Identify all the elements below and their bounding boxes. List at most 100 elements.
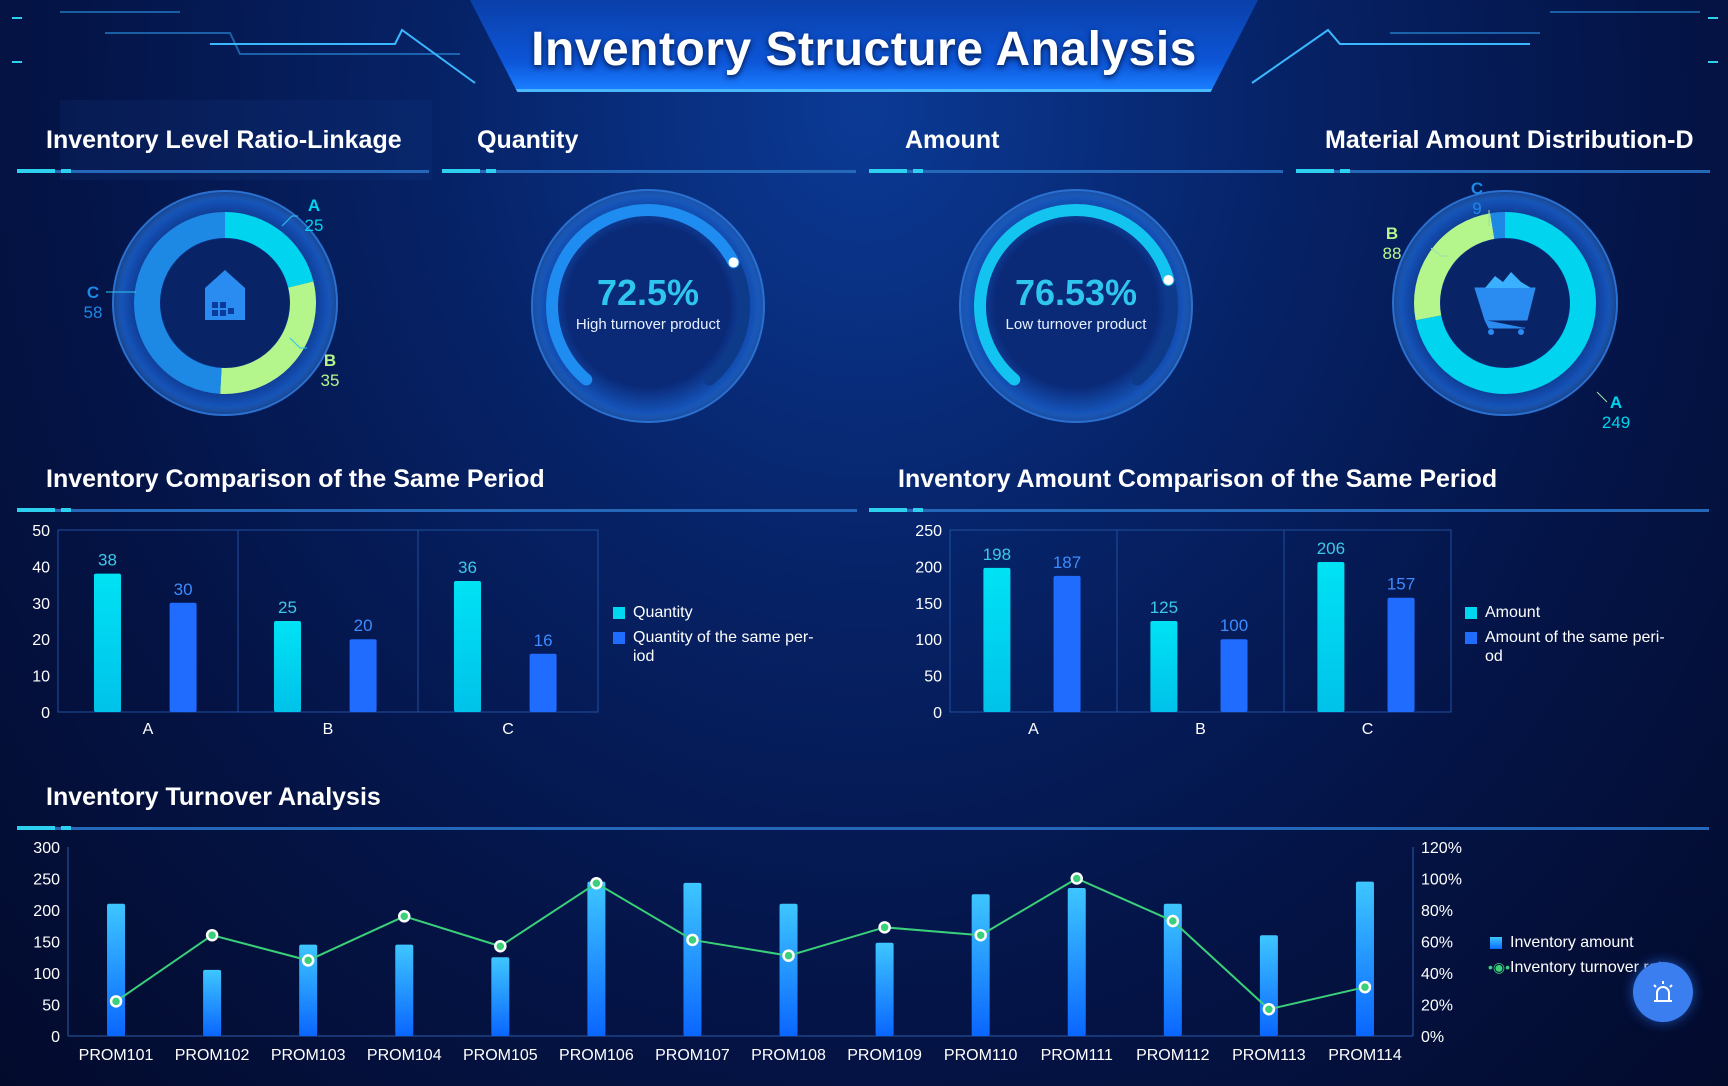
turnover-point	[109, 995, 123, 1008]
amt-compare-chart: 0 50 100 150 200 250 A 198 187 B 125 100 C 206 157	[915, 523, 1452, 738]
header-decoration	[12, 11, 1718, 84]
legend-line-marker-icon: •◉•	[1488, 959, 1511, 975]
x-tick-label: PROM111	[1041, 1047, 1113, 1064]
turnover-point	[398, 910, 411, 923]
slice-label: C	[87, 283, 99, 302]
slice-value: 249	[1602, 413, 1630, 430]
bar-value-label: 16	[534, 631, 553, 650]
plot-frame	[949, 529, 1452, 713]
x-tick-label: PROM113	[1232, 1047, 1306, 1064]
turnover-point	[301, 954, 315, 967]
amount-bar	[395, 944, 414, 1036]
panel-bg	[60, 100, 432, 180]
donut-slice-B	[1414, 213, 1495, 321]
legend-label: Amount	[1485, 604, 1541, 621]
y-tick-label: 20	[32, 632, 50, 649]
gauge-outer-ring	[531, 189, 765, 423]
bar-value-label: 36	[458, 558, 477, 577]
section-title-material: Material Amount Distribution-D	[1325, 126, 1694, 154]
section-title-level-ratio: Inventory Level Ratio-Linkage	[46, 126, 402, 154]
qty-compare-legend: Quantity Quantity of the same per- iod	[613, 603, 843, 672]
gauge-knob	[728, 257, 739, 268]
amount-bar	[299, 944, 318, 1036]
y-tick-label: 200	[33, 903, 60, 920]
amount-bar	[1355, 881, 1374, 1036]
turnover-point	[205, 928, 219, 942]
bar-value-label: 187	[1053, 553, 1081, 572]
turnover-point	[1070, 872, 1083, 885]
donut-slice-C	[134, 212, 226, 394]
qty-compare-chart: 0 10 20 30 40 50 A 38 30 B 25 20 C 36 16	[32, 523, 599, 738]
y-tick-label: 50	[32, 523, 50, 540]
donut-slice-B	[220, 281, 316, 394]
amount-bar	[587, 881, 606, 1036]
legend-item[interactable]: Amount	[1465, 603, 1695, 622]
plot-frame	[57, 529, 599, 713]
x-tick-label: PROM108	[751, 1047, 826, 1064]
legend-item[interactable]: Quantity	[613, 603, 843, 622]
bar-value-label: 100	[1220, 616, 1248, 635]
legend-label: Inventory amount	[1510, 934, 1634, 951]
bar-value-label: 206	[1317, 539, 1345, 558]
x-tick-label: PROM114	[1328, 1047, 1402, 1064]
turnover-point	[1358, 980, 1372, 994]
bar-same-period	[1053, 575, 1081, 712]
page-title: Inventory Structure Analysis	[531, 23, 1197, 76]
turnover-point	[686, 933, 699, 947]
amount-bar	[203, 969, 222, 1036]
turnover-point	[782, 949, 795, 962]
cart-icon-wheel	[1518, 329, 1524, 335]
y-tick-label: 150	[915, 596, 942, 613]
quantity-gauge-text: 72.5% High turnover product	[528, 272, 768, 333]
divider	[17, 826, 1709, 830]
legend-item[interactable]: Amount of the same peri- od	[1465, 628, 1695, 666]
leader-line	[1430, 210, 1608, 403]
x-tick-label: C	[502, 721, 514, 738]
divider	[869, 169, 1283, 173]
section-title-amount: Amount	[905, 126, 1000, 154]
amt-compare-legend: Amount Amount of the same peri- od	[1465, 603, 1695, 672]
quantity-gauge	[531, 189, 765, 423]
slice-value: 58	[84, 303, 103, 322]
gauge-outer-ring	[959, 189, 1193, 423]
turnover-point	[494, 939, 507, 953]
cart-icon-goods	[1485, 272, 1531, 288]
bar-same-period	[169, 602, 197, 712]
slice-label: C	[1471, 179, 1483, 198]
level-ratio-donut: A25 B35 C58	[84, 190, 340, 416]
amount-bar	[107, 903, 126, 1036]
x-tick-label: PROM101	[79, 1047, 154, 1064]
legend-item[interactable]: Inventory amount	[1490, 933, 1720, 952]
x-tick-label: C	[1362, 721, 1374, 738]
turnover-point	[1166, 914, 1180, 928]
legend-item[interactable]: Quantity of the same per- iod	[613, 628, 843, 666]
legend-swatch	[1490, 937, 1502, 949]
y-tick-label: 0	[51, 1029, 60, 1046]
amount-bar	[683, 882, 702, 1036]
y-tick-label: 40	[32, 559, 50, 576]
y-tick-label: 30	[32, 596, 50, 613]
y2-tick-label: 40%	[1421, 966, 1453, 983]
turnover-point	[590, 876, 603, 890]
legend-label: Quantity of the same per- iod	[633, 629, 814, 665]
y-tick-label: 250	[915, 523, 942, 540]
section-title-amt-compare: Inventory Amount Comparison of the Same …	[898, 465, 1498, 493]
legend-item[interactable]: •◉• Inventory turnover rate	[1488, 958, 1720, 977]
legend-swatch	[613, 607, 625, 619]
gauge-label: Low turnover product	[1005, 316, 1147, 333]
slice-value: 35	[321, 371, 340, 390]
legend-swatch	[613, 632, 625, 644]
divider	[442, 169, 856, 173]
donut-slice-A	[224, 212, 314, 289]
amount-bar	[491, 957, 510, 1036]
bar-same-period	[1387, 597, 1415, 712]
legend-swatch	[1465, 632, 1477, 644]
divider	[869, 508, 1709, 512]
turnover-point	[974, 928, 987, 942]
bar-same-period	[529, 653, 557, 712]
legend-label: Amount of the same peri- od	[1485, 629, 1665, 665]
cart-icon	[1474, 287, 1536, 329]
alarm-button[interactable]	[1633, 962, 1693, 1022]
y-tick-label: 300	[33, 840, 60, 857]
bar-value-label: 38	[98, 551, 117, 570]
